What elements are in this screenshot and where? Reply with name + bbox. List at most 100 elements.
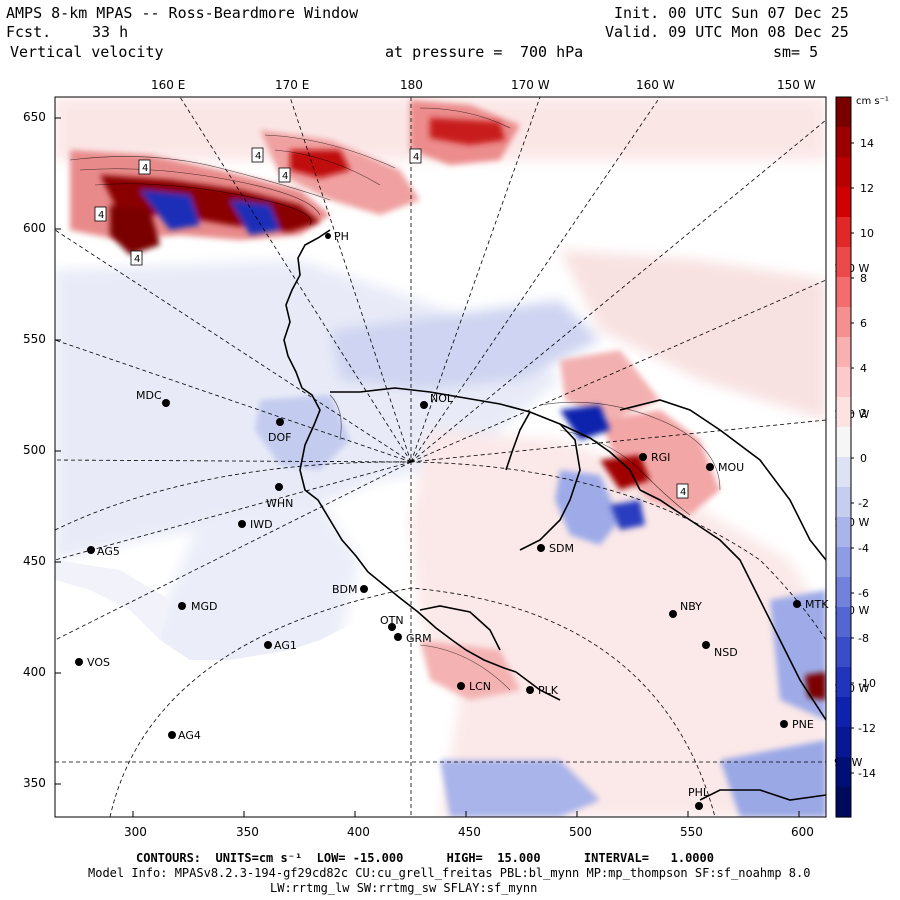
x-tick-label: 550	[680, 825, 703, 839]
colorbar-label: 8	[860, 272, 867, 285]
svg-text:PNE: PNE	[792, 718, 814, 731]
station-marker: MTK	[793, 598, 829, 611]
colorbar-swatch	[836, 157, 851, 188]
colorbar-swatch	[836, 277, 851, 308]
lon-label-top: 160 W	[636, 78, 675, 92]
x-tick-label: 450	[458, 825, 481, 839]
station-marker: SDM	[537, 542, 574, 555]
x-tick-label: 350	[236, 825, 259, 839]
forecast-hour: 33 h	[92, 23, 129, 41]
colorbar-swatch	[836, 487, 851, 518]
x-tick-label: 300	[124, 825, 147, 839]
station-marker: IWD	[238, 518, 273, 531]
station-marker: RGI	[639, 451, 670, 464]
contour-label: 4	[138, 159, 151, 175]
colorbar-label: -12	[858, 722, 876, 735]
svg-text:RGI: RGI	[651, 451, 670, 464]
colorbar-label: 14	[860, 137, 874, 150]
colorbar-label: 2	[860, 407, 867, 420]
svg-text:MGD: MGD	[191, 600, 218, 613]
colorbar-swatch	[836, 607, 851, 638]
colorbar-label: -10	[858, 677, 876, 690]
station-marker: DOF	[268, 418, 291, 444]
x-tick-label: 600	[791, 825, 814, 839]
svg-text:DOF: DOF	[268, 431, 291, 444]
colorbar-swatch	[836, 127, 851, 158]
init-time: Init. 00 UTC Sun 07 Dec 25	[614, 4, 849, 22]
contour-labels: 4 4 4 4 4 4 4	[94, 147, 689, 499]
lat-lon-grid	[55, 97, 826, 817]
colorbar-label: 0	[860, 452, 867, 465]
y-tick-label: 550	[23, 332, 46, 346]
svg-text:4: 4	[255, 151, 261, 162]
station-marker: AG1	[264, 639, 297, 652]
coastline	[283, 229, 826, 801]
lon-label-top: 150 W	[777, 78, 816, 92]
svg-text:VOS: VOS	[87, 656, 110, 669]
colorbar-swatch	[836, 187, 851, 218]
colorbar-swatch	[836, 217, 851, 248]
svg-text:WHN: WHN	[266, 497, 293, 510]
y-tick-label: 450	[23, 554, 46, 568]
svg-text:4: 4	[98, 210, 104, 221]
colorbar-label: 6	[860, 317, 867, 330]
colorbar-swatch	[836, 427, 851, 458]
radiation-info: LW:rrtmg_lw SW:rrtmg_sw SFLAY:sf_mynn	[270, 881, 538, 895]
station-marker: NBY	[669, 600, 702, 618]
colorbar-swatch	[836, 247, 851, 278]
colorbar-swatch	[836, 637, 851, 668]
colorbar-swatch	[836, 307, 851, 338]
colorbar-swatch	[836, 517, 851, 548]
colorbar-swatch	[836, 577, 851, 608]
colorbar-swatch	[836, 787, 851, 818]
contour-label: 4	[278, 167, 291, 183]
station-marker: PH	[325, 230, 349, 243]
colorbar-swatch	[836, 697, 851, 728]
colorbar-frame	[835, 96, 852, 818]
svg-text:AG4: AG4	[178, 729, 201, 742]
contour-label: 4	[409, 148, 422, 164]
svg-text:OTN: OTN	[380, 614, 404, 627]
colorbar-swatch	[836, 547, 851, 578]
station-marker: WHN	[266, 483, 293, 510]
svg-text:4: 4	[134, 254, 140, 265]
station-marker: AG5	[87, 545, 120, 558]
lon-label-top: 160 E	[151, 78, 186, 92]
station-marker: NOL	[420, 392, 454, 409]
station-marker: OTN	[380, 614, 404, 631]
forecast-label: Fcst.	[6, 23, 52, 41]
svg-text:BDM: BDM	[332, 583, 358, 596]
vertical-velocity-field	[55, 97, 826, 817]
colorbar-swatch	[836, 337, 851, 368]
lon-label-top: 180	[400, 78, 423, 92]
model-info: Model Info: MPASv8.2.3-194-gf29cd82c CU:…	[88, 866, 811, 880]
colorbar-swatch	[836, 367, 851, 398]
svg-text:AG5: AG5	[97, 545, 120, 558]
colorbar-swatch	[836, 97, 851, 128]
colorbar-label: -4	[858, 542, 869, 555]
svg-text:MOU: MOU	[718, 461, 744, 474]
colorbar-swatch	[836, 397, 851, 428]
station-marker: NSD	[702, 641, 738, 659]
station-marker: PLK	[526, 684, 559, 697]
svg-text:NBY: NBY	[680, 600, 702, 613]
colorbar-swatch	[836, 757, 851, 788]
station-marker: PNE	[780, 718, 814, 731]
svg-text:IWD: IWD	[250, 518, 273, 531]
colorbar-swatch	[836, 457, 851, 488]
svg-text:MDC: MDC	[136, 389, 162, 402]
svg-text:4: 4	[142, 163, 148, 174]
station-marker: BDM	[332, 583, 368, 596]
station-marker: MGD	[178, 600, 218, 613]
station-marker: VOS	[75, 656, 110, 669]
svg-text:MTK: MTK	[805, 598, 829, 611]
svg-text:4: 4	[282, 171, 288, 182]
station-marker: GRM	[394, 632, 432, 645]
colorbar-label: -6	[858, 587, 869, 600]
x-tick-label: 400	[347, 825, 370, 839]
lon-label-top: 170 W	[511, 78, 550, 92]
valid-time: Valid. 09 UTC Mon 08 Dec 25	[605, 23, 849, 41]
colorbar-labels: 14 12 10 8 6 4 2 0 -2 -4 -6 -8 -10 -12 -14	[858, 137, 876, 780]
svg-text:GRM: GRM	[406, 632, 432, 645]
